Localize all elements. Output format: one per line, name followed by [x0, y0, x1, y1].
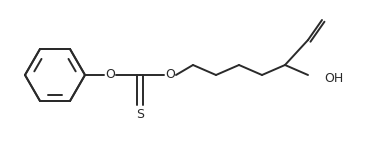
- Text: O: O: [165, 69, 175, 81]
- Text: OH: OH: [324, 72, 343, 86]
- Text: O: O: [105, 69, 115, 81]
- Text: S: S: [136, 108, 144, 122]
